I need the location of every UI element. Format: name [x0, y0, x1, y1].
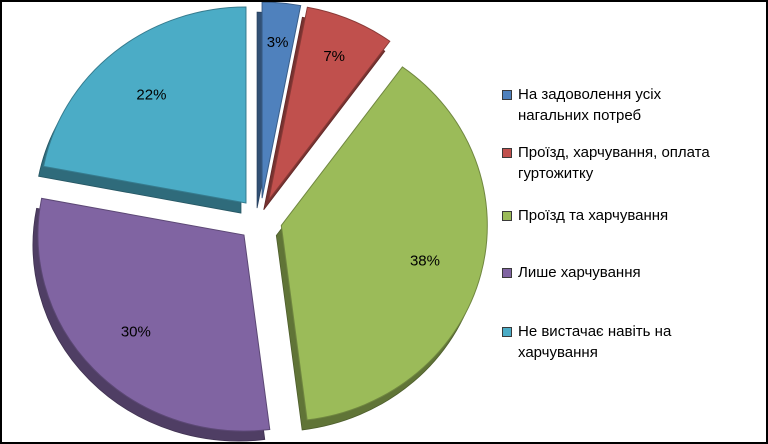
- legend-label-line: Не вистачає навіть на: [518, 323, 672, 340]
- legend-label: Не вистачає навіть на харчування: [518, 321, 671, 363]
- slice-label-travel-food: 38%: [410, 253, 440, 270]
- legend-label-line: Проїзд, харчування, оплата: [518, 144, 710, 161]
- legend-swatch-blue: [502, 90, 512, 100]
- legend-label-line: харчування: [518, 344, 598, 361]
- legend-label: Проїзд та харчування: [518, 205, 668, 226]
- pie-slice-food-only: [37, 197, 271, 432]
- legend-swatch-green: [502, 211, 512, 221]
- legend-label: Лише харчування: [518, 262, 641, 283]
- legend-label-line: Проїзд та харчування: [518, 207, 669, 224]
- legend-swatch-purple: [502, 268, 512, 278]
- legend-label-line: гуртожитку: [518, 165, 594, 182]
- pie-slice-not-enough: [43, 6, 247, 204]
- legend-label-line: На задоволення усіх: [518, 86, 662, 103]
- slice-label-all-needs: 3%: [267, 34, 289, 51]
- slice-label-travel-food-dorm: 7%: [323, 48, 345, 65]
- pie-slice-all-needs: [261, 2, 302, 199]
- pie-slice-travel-food: [280, 66, 488, 421]
- legend-label-line: нагальних потреб: [518, 107, 642, 124]
- slice-label-food-only: 30%: [121, 324, 151, 341]
- legend-label: Проїзд, харчування, оплата гуртожитку: [518, 142, 710, 184]
- legend-label: На задоволення усіх нагальних потреб: [518, 84, 661, 126]
- legend-label-line: Лише харчування: [518, 264, 641, 281]
- slice-label-not-enough: 22%: [136, 86, 166, 103]
- pie-slice-travel-food-dorm: [268, 6, 391, 201]
- pie-chart: 3% 7% 38% 30% 22%: [32, 2, 488, 442]
- legend-swatch-red: [502, 148, 512, 158]
- legend-swatch-cyan: [502, 327, 512, 337]
